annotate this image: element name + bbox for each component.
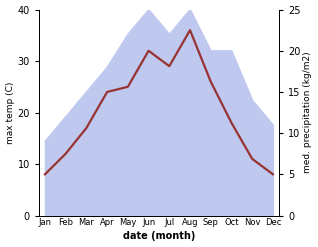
Y-axis label: med. precipitation (kg/m2): med. precipitation (kg/m2) [303,52,313,173]
X-axis label: date (month): date (month) [123,231,195,242]
Y-axis label: max temp (C): max temp (C) [5,81,15,144]
